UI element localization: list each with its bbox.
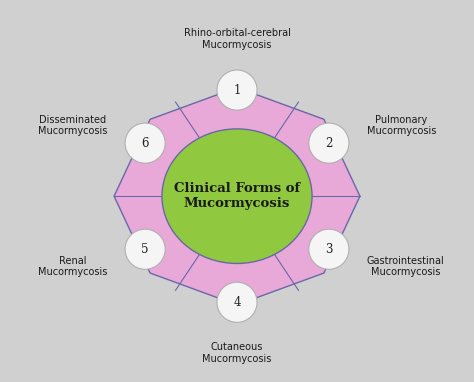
Text: Pulmonary
Mucormycosis: Pulmonary Mucormycosis	[367, 115, 436, 136]
Circle shape	[309, 229, 349, 269]
Text: 4: 4	[233, 296, 241, 309]
Polygon shape	[114, 87, 360, 305]
Circle shape	[125, 229, 165, 269]
Circle shape	[217, 282, 257, 322]
Text: Disseminated
Mucormycosis: Disseminated Mucormycosis	[38, 115, 107, 136]
Text: Rhino-orbital-cerebral
Mucormycosis: Rhino-orbital-cerebral Mucormycosis	[183, 28, 291, 50]
Text: 2: 2	[325, 137, 333, 150]
Circle shape	[125, 123, 165, 163]
Text: 1: 1	[233, 84, 241, 97]
Circle shape	[309, 123, 349, 163]
Circle shape	[217, 70, 257, 110]
Text: Renal
Mucormycosis: Renal Mucormycosis	[38, 256, 107, 277]
Text: Cutaneous
Mucormycosis: Cutaneous Mucormycosis	[202, 342, 272, 364]
Text: 5: 5	[141, 243, 149, 256]
Text: 6: 6	[141, 137, 149, 150]
Text: 3: 3	[325, 243, 333, 256]
Text: Gastrointestinal
Mucormycosis: Gastrointestinal Mucormycosis	[367, 256, 445, 277]
Text: Clinical Forms of
Mucormycosis: Clinical Forms of Mucormycosis	[174, 182, 300, 210]
Ellipse shape	[162, 129, 312, 264]
